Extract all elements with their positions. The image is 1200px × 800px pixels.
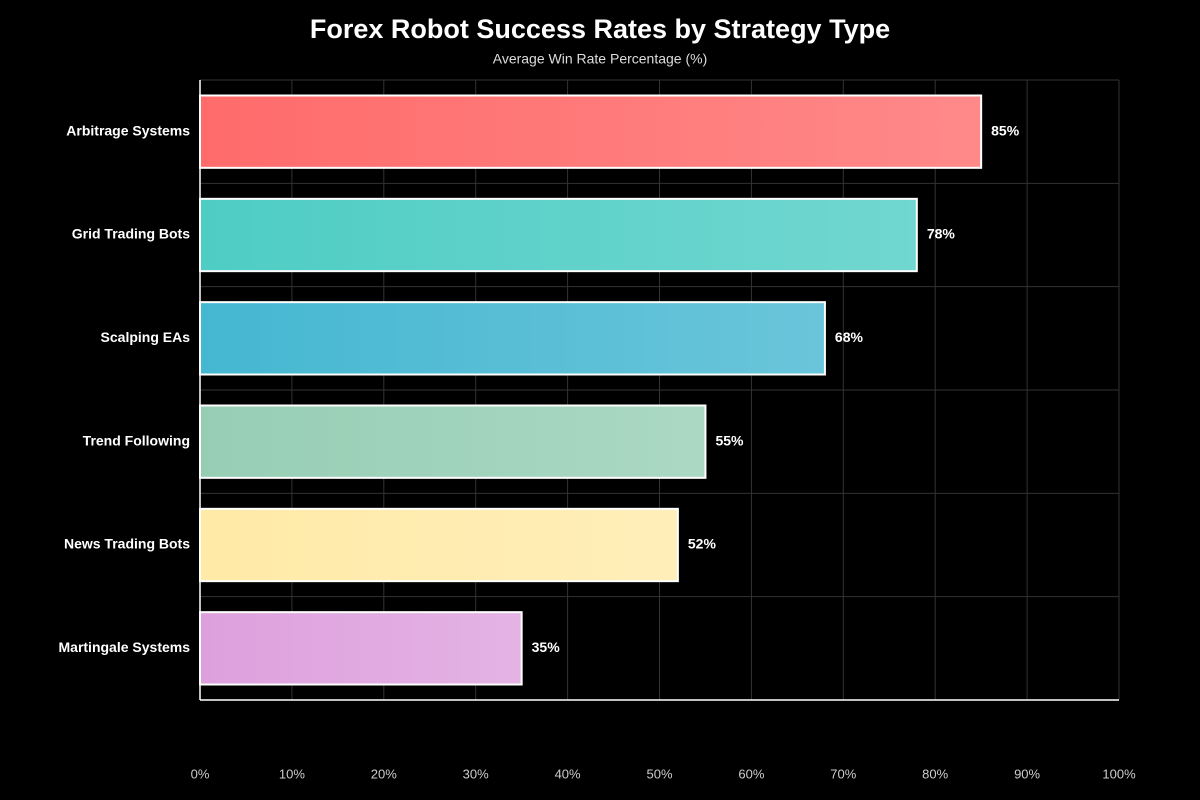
x-tick-label: 90%	[1014, 766, 1040, 781]
x-tick-label: 30%	[463, 766, 489, 781]
x-tick-label: 70%	[830, 766, 856, 781]
bar	[199, 197, 918, 273]
value-label: 55%	[715, 432, 744, 448]
chart-title: Forex Robot Success Rates by Strategy Ty…	[310, 14, 890, 44]
bar	[199, 611, 523, 686]
value-label: 52%	[688, 536, 717, 552]
bar	[199, 94, 983, 169]
value-label: 85%	[991, 122, 1020, 138]
x-tick-label: 0%	[191, 766, 210, 781]
x-tick-label: 80%	[922, 766, 948, 781]
value-label: 68%	[835, 329, 864, 345]
y-tick-label: Grid Trading Bots	[72, 226, 190, 242]
chart-subtitle: Average Win Rate Percentage (%)	[493, 51, 708, 67]
y-tick-label: Arbitrage Systems	[66, 122, 190, 138]
y-tick-label: Martingale Systems	[59, 639, 191, 655]
x-tick-label: 50%	[646, 766, 672, 781]
x-tick-label: 10%	[279, 766, 305, 781]
value-label: 35%	[532, 639, 561, 655]
y-tick-label: Trend Following	[83, 432, 190, 448]
x-tick-label: 40%	[555, 766, 581, 781]
x-tick-label: 20%	[371, 766, 397, 781]
bar	[199, 404, 707, 479]
bar	[199, 507, 679, 583]
bar	[199, 301, 826, 376]
y-tick-label: News Trading Bots	[64, 536, 190, 552]
x-tick-label: 100%	[1102, 766, 1136, 781]
x-tick-label: 60%	[738, 766, 764, 781]
value-label: 78%	[927, 226, 956, 242]
y-tick-label: Scalping EAs	[101, 329, 191, 345]
